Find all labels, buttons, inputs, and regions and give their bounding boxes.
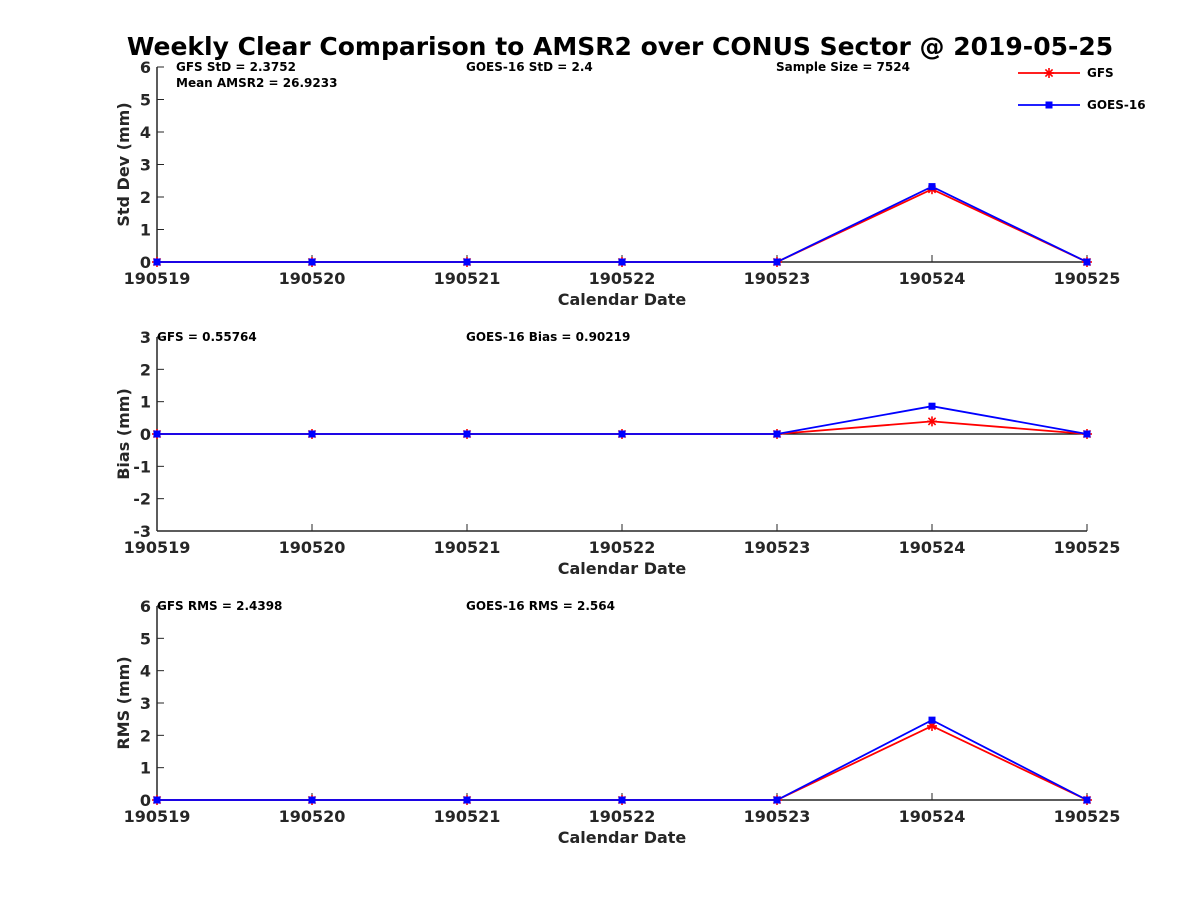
data-point-square bbox=[773, 796, 781, 804]
data-point-square bbox=[773, 258, 781, 266]
y-tick-label: 4 bbox=[140, 662, 151, 681]
data-point-square bbox=[153, 796, 161, 804]
stat-annotation: GOES-16 RMS = 2.564 bbox=[466, 599, 615, 613]
x-tick-label: 190520 bbox=[279, 807, 346, 826]
x-axis-label: Calendar Date bbox=[558, 290, 687, 309]
series-goes-16 bbox=[153, 183, 1091, 266]
x-tick-label: 190519 bbox=[124, 807, 191, 826]
x-tick-label: 190524 bbox=[899, 538, 966, 557]
x-tick-label: 190522 bbox=[589, 269, 656, 288]
y-tick-label: -2 bbox=[133, 490, 151, 509]
data-point-square bbox=[618, 430, 626, 438]
stat-annotation: GFS StD = 2.3752 bbox=[176, 60, 296, 74]
x-tick-label: 190521 bbox=[434, 269, 501, 288]
legend: GFS GOES-16 bbox=[1018, 66, 1146, 112]
y-tick-label: 3 bbox=[140, 694, 151, 713]
data-point-square bbox=[618, 796, 626, 804]
y-tick-label: -1 bbox=[133, 457, 151, 476]
y-tick-label: 2 bbox=[140, 188, 151, 207]
chart-panel-3: 0 1 2 3 4 5 6 190519 190520 190521 190522 190523 190… bbox=[114, 597, 1120, 847]
data-point-square bbox=[308, 258, 316, 266]
y-tick-label: 3 bbox=[140, 156, 151, 175]
y-tick-label: 6 bbox=[140, 58, 151, 77]
series-line bbox=[157, 719, 1088, 801]
stat-annotation: Mean AMSR2 = 26.9233 bbox=[176, 76, 337, 90]
stat-annotation: Sample Size = 7524 bbox=[776, 60, 910, 74]
figure-title: Weekly Clear Comparison to AMSR2 over CO… bbox=[127, 32, 1113, 61]
y-tick-label: 2 bbox=[140, 360, 151, 379]
stat-annotation: GFS RMS = 2.4398 bbox=[157, 599, 282, 613]
x-tick-label: 190525 bbox=[1054, 807, 1121, 826]
y-axis-label: RMS (mm) bbox=[114, 656, 133, 749]
y-tick-label: 0 bbox=[140, 253, 151, 272]
x-tick-label: 190521 bbox=[434, 807, 501, 826]
legend-label: GFS bbox=[1087, 66, 1114, 80]
x-tick-label: 190525 bbox=[1054, 538, 1121, 557]
stat-annotation: GOES-16 Bias = 0.90219 bbox=[466, 330, 630, 344]
x-tick-label: 190523 bbox=[744, 807, 811, 826]
y-tick-label: 4 bbox=[140, 123, 151, 142]
y-tick-label: 5 bbox=[140, 629, 151, 648]
legend-marker-asterisk bbox=[1044, 68, 1054, 78]
x-tick-label: 190519 bbox=[124, 538, 191, 557]
y-axis-label: Bias (mm) bbox=[114, 388, 133, 480]
y-tick-label: 3 bbox=[140, 328, 151, 347]
y-tick-label: 5 bbox=[140, 91, 151, 110]
data-point-square bbox=[928, 183, 936, 191]
x-tick-label: 190525 bbox=[1054, 269, 1121, 288]
x-tick-label: 190524 bbox=[899, 807, 966, 826]
stat-annotation: GOES-16 StD = 2.4 bbox=[466, 60, 593, 74]
y-tick-label: -3 bbox=[133, 522, 151, 541]
data-point-square bbox=[1083, 258, 1091, 266]
chart-panel-1: 0 1 2 3 4 5 6 190519 190520 190521 190522 190523 190… bbox=[114, 58, 1120, 309]
legend-label: GOES-16 bbox=[1087, 98, 1146, 112]
x-tick-label: 190522 bbox=[589, 807, 656, 826]
x-tick-label: 190521 bbox=[434, 538, 501, 557]
y-tick-label: 6 bbox=[140, 597, 151, 616]
y-tick-label: 1 bbox=[140, 393, 151, 412]
y-tick-label: 2 bbox=[140, 726, 151, 745]
data-point-square bbox=[463, 430, 471, 438]
x-tick-label: 190524 bbox=[899, 269, 966, 288]
legend-entry-goes-16: GOES-16 bbox=[1018, 98, 1146, 112]
x-axis-label: Calendar Date bbox=[558, 559, 687, 578]
series-goes-16 bbox=[153, 716, 1091, 804]
x-tick-label: 190523 bbox=[744, 269, 811, 288]
data-point-asterisk bbox=[927, 416, 937, 427]
y-tick-label: 1 bbox=[140, 759, 151, 778]
data-point-square bbox=[1083, 430, 1091, 438]
y-tick-label: 0 bbox=[140, 425, 151, 444]
stat-annotation: GFS = 0.55764 bbox=[157, 330, 257, 344]
x-tick-label: 190522 bbox=[589, 538, 656, 557]
series-gfs bbox=[152, 720, 1092, 805]
panels: 0 1 2 3 4 5 6 190519 190520 190521 190522 190523 190… bbox=[114, 58, 1120, 847]
series-line bbox=[157, 188, 1088, 263]
x-axis-label: Calendar Date bbox=[558, 828, 687, 847]
data-point-square bbox=[928, 402, 936, 410]
data-point-square bbox=[308, 796, 316, 804]
data-point-square bbox=[308, 430, 316, 438]
data-point-square bbox=[463, 796, 471, 804]
series-line bbox=[157, 724, 1088, 801]
x-tick-label: 190523 bbox=[744, 538, 811, 557]
data-point-square bbox=[153, 430, 161, 438]
series-line bbox=[157, 185, 1088, 263]
data-point-square bbox=[153, 258, 161, 266]
x-tick-label: 190519 bbox=[124, 269, 191, 288]
y-tick-label: 1 bbox=[140, 221, 151, 240]
x-tick-label: 190520 bbox=[279, 538, 346, 557]
series-goes-16 bbox=[153, 402, 1091, 438]
data-point-square bbox=[1083, 796, 1091, 804]
data-point-square bbox=[463, 258, 471, 266]
y-axis-label: Std Dev (mm) bbox=[114, 102, 133, 226]
legend-marker-square bbox=[1045, 101, 1053, 109]
data-point-square bbox=[773, 430, 781, 438]
y-tick-label: 0 bbox=[140, 791, 151, 810]
x-tick-label: 190520 bbox=[279, 269, 346, 288]
legend-entry-gfs: GFS bbox=[1018, 66, 1114, 80]
data-point-square bbox=[928, 716, 936, 724]
chart-panel-2: -3 -2 -1 0 1 2 3 190519 190520 190521 190522 190523… bbox=[114, 328, 1120, 578]
data-point-square bbox=[618, 258, 626, 266]
